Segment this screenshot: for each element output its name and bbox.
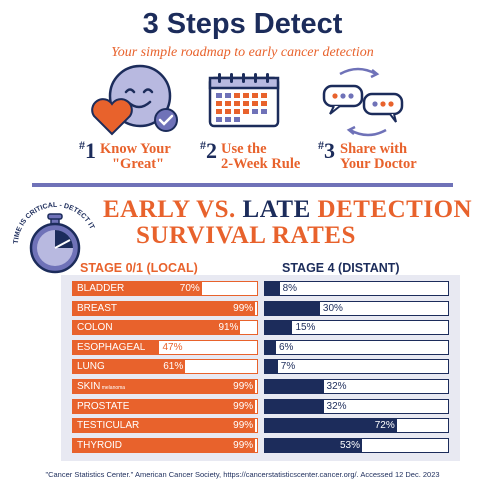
distant-bar-prostate: 32% bbox=[264, 398, 449, 414]
local-value-label: 99% bbox=[233, 420, 254, 432]
distant-value-label: 32% bbox=[326, 400, 347, 412]
distant-bar-fill bbox=[265, 399, 324, 413]
distant-value-label: 72% bbox=[374, 420, 395, 432]
distant-value-label: 6% bbox=[278, 341, 294, 353]
distant-bar-fill bbox=[265, 360, 278, 374]
local-bar-breast: BREAST 99% bbox=[72, 300, 258, 316]
local-value-label: 61% bbox=[163, 361, 184, 373]
distant-bar-fill bbox=[265, 301, 320, 315]
distant-value-label: 15% bbox=[295, 322, 316, 334]
local-bar-bladder: BLADDER 70% bbox=[72, 281, 258, 296]
local-bar-fill bbox=[73, 340, 160, 354]
step-2-number: #2 bbox=[200, 138, 217, 163]
cancer-type-label: BLADDER bbox=[77, 283, 125, 294]
distant-value-label: 8% bbox=[282, 283, 298, 294]
distant-bar-skin: 32% bbox=[264, 379, 449, 394]
footnote: "Cancer Statistics Center." American Can… bbox=[45, 470, 440, 479]
step-1-number: #1 bbox=[79, 138, 96, 163]
local-value-label: 99% bbox=[233, 400, 254, 412]
distant-bar-bladder: 8% bbox=[264, 281, 449, 296]
local-value-label: 91% bbox=[218, 322, 239, 334]
cancer-type-label: TESTICULAR bbox=[77, 420, 140, 432]
cancer-type-label: THYROID bbox=[77, 439, 122, 451]
right-column-header: STAGE 4 (DISTANT) bbox=[282, 261, 400, 275]
local-bar-colon: COLON 91% bbox=[72, 320, 258, 336]
section-heading-line1: EARLY VS. LATE DETECTION bbox=[103, 196, 473, 223]
local-value-label: 99% bbox=[233, 439, 254, 451]
local-bar-fill bbox=[73, 438, 256, 452]
distant-bar-fill bbox=[265, 282, 280, 295]
distant-value-label: 53% bbox=[339, 439, 360, 451]
cancer-type-label: ESOPHAGEAL bbox=[77, 341, 146, 353]
cancer-type-label: BREAST bbox=[77, 302, 118, 314]
smiley-heart-check-icon bbox=[91, 64, 178, 136]
step-2-label: Use the 2-Week Rule bbox=[221, 141, 301, 172]
stopwatch-icon: TIME IS CRITICAL - DETECT IT EARLY bbox=[10, 198, 96, 274]
local-bar-fill bbox=[73, 321, 241, 335]
step-1-label: Know Your "Great" bbox=[100, 141, 171, 172]
local-bar-prostate: PROSTATE 99% bbox=[72, 398, 258, 414]
step-3-label: Share with Your Doctor bbox=[340, 141, 417, 172]
local-bar-fill bbox=[73, 380, 256, 393]
local-value-label: 47% bbox=[162, 341, 183, 353]
cancer-type-label: LUNG bbox=[77, 361, 105, 373]
local-bar-fill bbox=[73, 301, 256, 315]
section-heading-line2: SURVIVAL RATES bbox=[136, 222, 356, 249]
calendar-icon bbox=[208, 73, 280, 128]
distant-bar-lung: 7% bbox=[264, 359, 449, 375]
step-3-number: #3 bbox=[318, 138, 335, 163]
distant-bar-fill bbox=[265, 419, 397, 433]
cancer-type-label: PROSTATE bbox=[77, 400, 130, 412]
local-bar-fill bbox=[73, 360, 186, 374]
distant-value-label: 7% bbox=[280, 361, 296, 373]
distant-bar-fill bbox=[265, 380, 324, 393]
local-bar-lung: LUNG 61% bbox=[72, 359, 258, 375]
cancer-type-note: melanoma bbox=[100, 385, 126, 391]
local-bar-thyroid: THYROID 99% bbox=[72, 437, 258, 453]
distant-bar-breast: 30% bbox=[264, 300, 449, 316]
local-bar-testicular: TESTICULAR 99% bbox=[72, 418, 258, 434]
chat-bubbles-icon bbox=[322, 67, 404, 137]
distant-value-label: 30% bbox=[322, 302, 343, 314]
distant-bar-fill bbox=[265, 340, 276, 354]
local-bar-fill bbox=[73, 399, 256, 413]
distant-bar-thyroid: 53% bbox=[264, 437, 449, 453]
local-value-label: 99% bbox=[233, 381, 254, 392]
page-title: 3 Steps Detect bbox=[142, 8, 343, 40]
distant-bar-testicular: 72% bbox=[264, 418, 449, 434]
local-value-label: 99% bbox=[233, 302, 254, 314]
local-bar-esophageal: ESOPHAGEAL 47% bbox=[72, 339, 258, 355]
distant-bar-colon: 15% bbox=[264, 320, 449, 336]
local-value-label: 70% bbox=[179, 283, 200, 294]
distant-bar-fill bbox=[265, 438, 362, 452]
page-subtitle: Your simple roadmap to early cancer dete… bbox=[111, 45, 374, 60]
cancer-type-label: COLON bbox=[77, 322, 113, 334]
distant-bar-esophageal: 6% bbox=[264, 339, 449, 355]
section-divider bbox=[32, 183, 453, 187]
local-bar-fill bbox=[73, 282, 202, 295]
distant-bar-fill bbox=[265, 321, 293, 335]
cancer-type-label: SKIN melanoma bbox=[77, 381, 126, 392]
local-bar-skin: SKIN melanoma 99% bbox=[72, 379, 258, 394]
left-column-header: STAGE 0/1 (LOCAL) bbox=[80, 261, 198, 275]
distant-value-label: 32% bbox=[326, 381, 347, 392]
local-bar-fill bbox=[73, 419, 256, 433]
